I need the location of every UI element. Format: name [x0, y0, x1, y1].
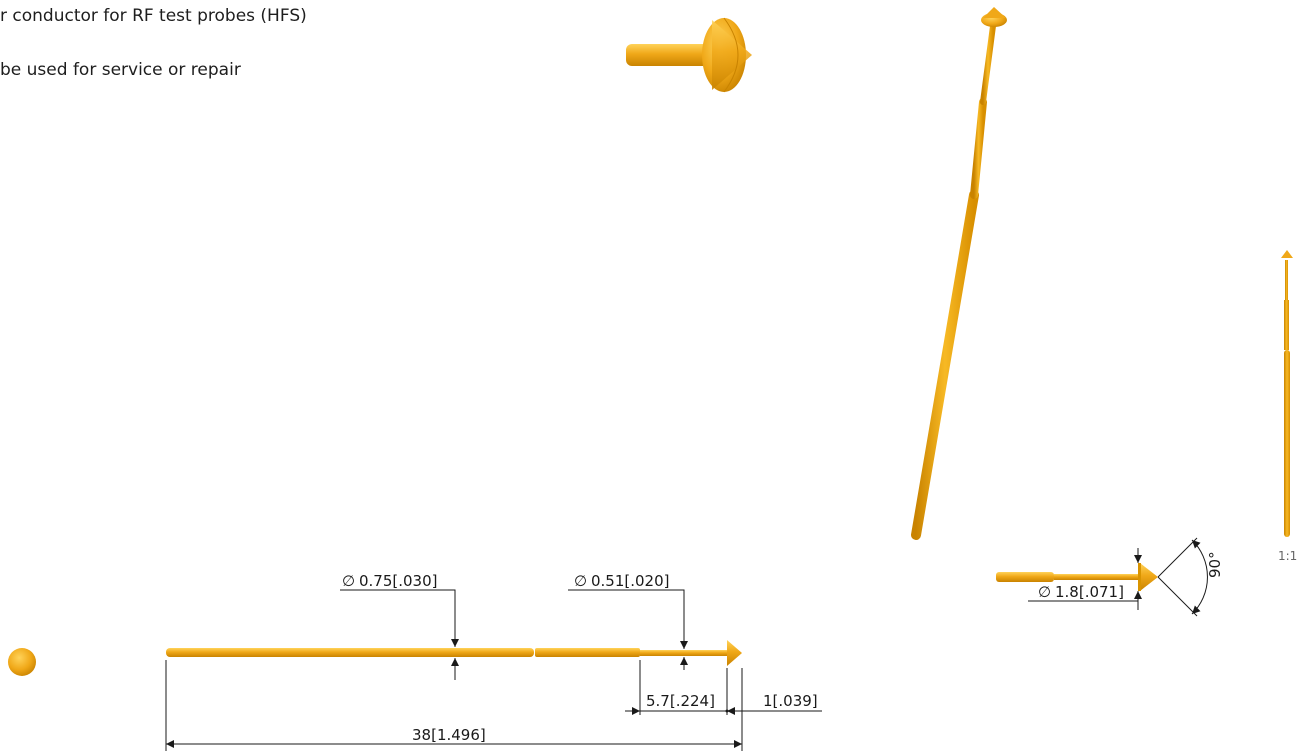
dim-len-head: 1[.039]	[763, 692, 818, 710]
dia-symbol-2: ∅	[574, 572, 587, 590]
dim-angle: 90°	[1206, 551, 1224, 578]
detail-view	[996, 563, 1158, 591]
scale-label: 1:1	[1278, 549, 1297, 563]
dim-dia-shaft: 0.75[.030]	[359, 572, 438, 590]
description-line-2: be used for service or repair	[0, 60, 241, 80]
dim-len-tip: 5.7[.224]	[646, 692, 715, 710]
end-view	[8, 648, 36, 676]
dim-dia-head: 1.8[.071]	[1055, 583, 1124, 601]
dim-dia-tip-shaft: 0.51[.020]	[591, 572, 670, 590]
dia-symbol-3: ∅	[1038, 583, 1051, 601]
description-line-1: r conductor for RF test probes (HFS)	[0, 6, 307, 26]
side-view-scale: 1:1	[1278, 250, 1297, 563]
dim-len-total: 38[1.496]	[412, 726, 486, 744]
dia-symbol-1: ∅	[342, 572, 355, 590]
iso-full-view	[911, 7, 1007, 540]
tip-closeup-view	[626, 17, 752, 93]
main-side-view	[166, 640, 742, 666]
